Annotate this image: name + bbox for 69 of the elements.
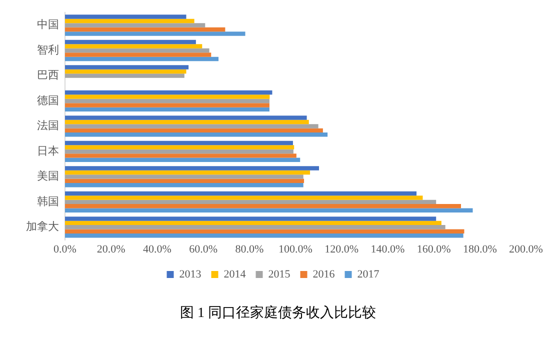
bar: [65, 27, 226, 32]
bar: [65, 196, 423, 200]
x-tick-label: 180.0%: [462, 243, 497, 256]
bar: [65, 216, 436, 221]
bar: [65, 183, 304, 188]
bar: [65, 140, 293, 146]
bar: [65, 44, 202, 48]
bar: [65, 65, 189, 70]
bar: [65, 32, 246, 36]
bar: [65, 145, 294, 150]
bar: [65, 90, 272, 95]
bar: [65, 18, 194, 24]
bar: [65, 149, 294, 154]
x-tick-label: 20.0%: [96, 243, 126, 256]
x-tick-label: 160.0%: [416, 243, 451, 256]
bar: [65, 204, 461, 208]
legend-label: 2017: [357, 268, 380, 280]
bar: [65, 56, 219, 62]
bar: [65, 229, 464, 234]
bar: [65, 158, 300, 162]
y-tick-label: 德国: [37, 94, 59, 107]
bar: [65, 103, 270, 108]
bar: [65, 40, 196, 44]
x-tick-label: 140.0%: [370, 243, 405, 256]
bar: [65, 166, 320, 170]
bar: [65, 48, 210, 53]
y-tick-label: 巴西: [37, 68, 59, 82]
bar: [65, 69, 186, 74]
x-tick-label: 100.0%: [278, 243, 312, 256]
y-tick-label: 法国: [37, 119, 59, 132]
bar: [65, 116, 307, 120]
bar: [65, 23, 206, 28]
bar: [65, 132, 328, 137]
bar: [65, 200, 436, 204]
bar: [65, 178, 304, 184]
y-tick-label: 韩国: [37, 194, 59, 208]
bar: [65, 120, 309, 124]
bar: [65, 14, 186, 19]
bar: [65, 191, 417, 196]
y-tick-label: 日本: [37, 144, 59, 158]
x-tick-label: 0.0%: [54, 243, 76, 256]
x-tick-label: 80.0%: [235, 243, 264, 256]
x-tick-label: 60.0%: [189, 243, 218, 256]
bar: [65, 94, 270, 99]
x-tick-label: 200.0%: [509, 243, 543, 256]
y-tick-label: 加拿大: [26, 220, 59, 234]
legend-label: 2014: [224, 268, 246, 280]
bar: [65, 170, 310, 175]
text: 图 1 同口径家庭债务收入比比较: [179, 304, 377, 322]
bar: [65, 225, 446, 230]
legend-label: 2015: [268, 268, 291, 280]
bar: [65, 107, 270, 112]
x-tick-label: 40.0%: [142, 243, 172, 256]
bar: [65, 128, 323, 133]
bar: [65, 154, 296, 158]
bar: [65, 98, 270, 104]
bar: [65, 124, 318, 128]
x-tick-label: 120.0%: [324, 243, 359, 256]
bar: [65, 74, 184, 78]
legend-label: 2016: [312, 268, 336, 280]
y-tick-label: 中国: [37, 18, 59, 32]
bar: [65, 220, 442, 226]
y-tick-label: 智利: [37, 43, 59, 56]
y-tick-label: 美国: [37, 170, 59, 183]
bar: [65, 52, 212, 57]
bar: [65, 174, 304, 179]
bar: [65, 208, 473, 213]
bar: [65, 234, 464, 238]
legend-label: 2013: [179, 268, 202, 280]
